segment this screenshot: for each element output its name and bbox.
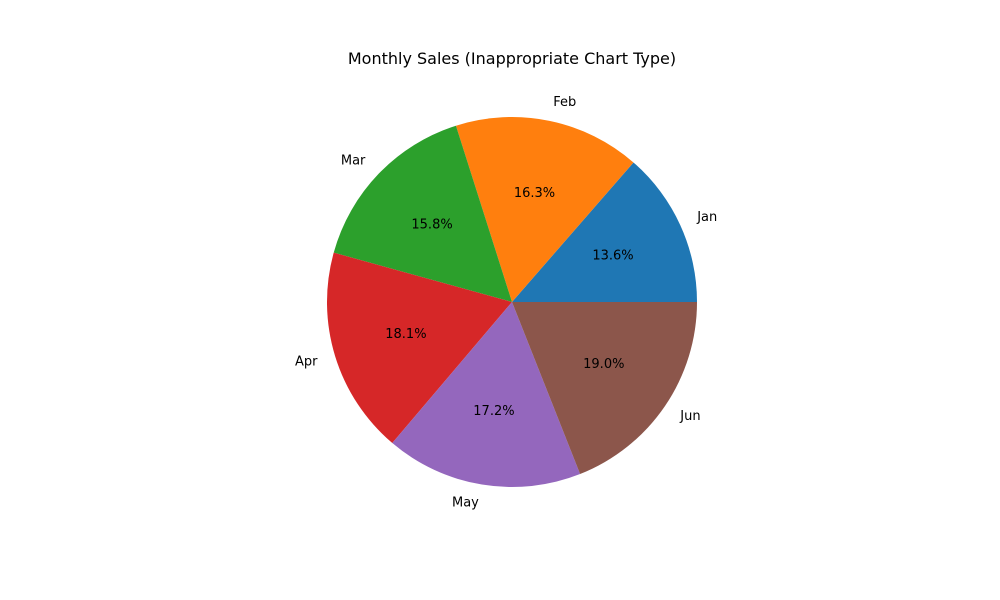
slice-label-jun: Jun xyxy=(679,409,700,424)
slice-label-feb: Feb xyxy=(553,95,576,110)
percent-label-mar: 15.8% xyxy=(411,218,452,233)
pie-slice-apr xyxy=(326,252,512,444)
slice-label-apr: Apr xyxy=(295,354,318,369)
percent-label-feb: 16.3% xyxy=(514,186,555,201)
slice-label-mar: Mar xyxy=(341,153,366,168)
pie-slice-jun xyxy=(512,302,697,475)
slice-label-jan: Jan xyxy=(696,210,717,225)
pie-slice-feb xyxy=(455,116,634,302)
percent-label-may: 17.2% xyxy=(473,404,514,419)
pie-labels: Jan 13.6% Feb 16.3% Mar 15.8% Apr 18.1% May 17.2%… xyxy=(295,95,717,510)
chart-title: Monthly Sales (Inappropriate Chart Type) xyxy=(348,49,676,68)
percent-label-jun: 19.0% xyxy=(583,357,624,372)
slice-label-may: May xyxy=(452,495,479,510)
percent-label-jan: 13.6% xyxy=(592,249,633,264)
percent-label-apr: 18.1% xyxy=(385,327,426,342)
pie-slice-mar xyxy=(333,125,512,302)
pie-slice-jan xyxy=(512,162,697,302)
pie-wedges xyxy=(326,116,697,488)
pie-slice-may xyxy=(392,302,581,488)
